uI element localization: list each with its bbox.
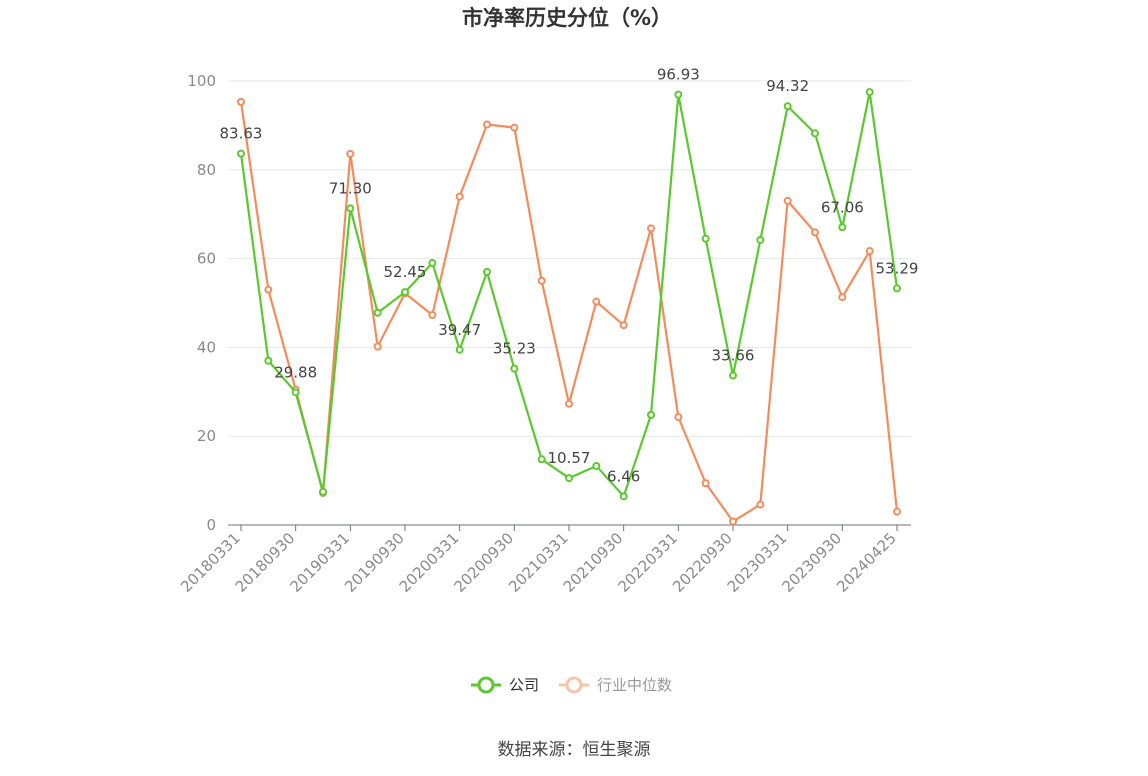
point-industry-9 [483,120,491,129]
data-label-company-22: 67.06 [821,198,864,216]
data-label-company-2: 29.88 [274,363,317,381]
y-tick-label-20: 20 [197,427,216,445]
data-label-company-16: 96.93 [657,66,700,84]
data-label-company-14: 6.46 [607,467,640,485]
y-tick-label-100: 100 [187,72,216,90]
legend-industry-label: 行业中位数 [597,676,672,694]
point-company-14 [619,492,628,501]
point-company-19 [756,235,765,244]
point-company-22 [838,223,847,232]
point-industry-17 [701,479,710,488]
point-company-11 [537,455,546,464]
y-tick-label-40: 40 [197,338,216,356]
point-company-1 [264,356,273,365]
y-tick-label-60: 60 [197,250,216,268]
point-company-3 [319,487,327,496]
point-industry-18 [729,517,737,526]
point-company-0 [237,149,245,158]
x-tick-label-12: 20240425 [833,529,900,596]
point-company-17 [701,234,710,243]
source-text: 数据来源：恒生聚源 [498,740,651,760]
point-industry-0 [237,97,245,106]
point-company-21 [811,129,819,138]
point-company-9 [483,267,491,276]
chart-title: 市净率历史分位（%） [462,6,672,30]
point-company-13 [592,461,601,470]
point-industry-12 [565,399,573,408]
data-label-company-20: 94.32 [766,77,809,95]
point-company-15 [647,410,655,419]
point-company-7 [428,259,437,268]
data-label-company-12: 10.57 [548,449,591,467]
point-industry-16 [674,413,683,422]
point-industry-13 [592,297,601,306]
point-industry-19 [756,500,765,509]
point-company-24 [893,284,901,293]
point-industry-8 [455,192,464,201]
x-axis: 2018033120180930201903312019093020200331… [177,524,911,596]
point-company-6 [401,288,409,297]
point-company-20 [783,102,792,111]
point-industry-7 [428,310,437,319]
point-industry-1 [264,285,273,294]
legend-item-company[interactable]: 公司 [471,676,539,694]
point-company-2 [291,388,300,397]
legend[interactable]: 公司 行业中位数 [471,676,672,694]
data-label-company-4: 71.30 [329,179,372,197]
point-industry-10 [510,123,519,132]
point-industry-14 [619,321,628,330]
point-industry-15 [647,224,655,233]
y-tick-label-80: 80 [197,161,216,179]
point-industry-24 [893,507,901,516]
grid-lines [228,80,911,437]
data-label-company-8: 39.47 [438,321,481,339]
series-layer [237,88,901,526]
point-company-18 [729,371,737,380]
point-company-5 [373,308,382,317]
data-label-company-18: 33.66 [712,347,755,365]
data-label-company-6: 52.45 [384,263,427,281]
data-label-company-10: 35.23 [493,340,536,358]
point-company-23 [865,88,874,97]
y-tick-label-0: 0 [206,516,216,534]
point-company-8 [455,345,464,354]
point-industry-20 [783,196,792,205]
data-label-company-24: 53.29 [876,259,919,277]
legend-company-label: 公司 [509,676,539,694]
point-industry-11 [537,276,546,285]
point-industry-23 [865,247,874,256]
point-company-10 [510,364,519,373]
legend-company-marker [477,676,495,694]
data-labels: 83.63 29.88 71.30 52.45 39.47 35.23 10.57 6.46 9… [220,66,919,486]
point-industry-22 [838,293,847,302]
point-company-12 [565,474,573,483]
point-industry-21 [811,228,819,237]
point-industry-5 [373,342,382,351]
data-label-company-0: 83.63 [220,125,263,143]
point-company-16 [674,90,683,99]
legend-industry-marker [565,676,583,694]
y-axis-ticks: 0 20 40 60 80 100 [187,72,216,534]
point-industry-4 [346,149,355,158]
legend-item-industry[interactable]: 行业中位数 [559,676,672,694]
point-company-4 [346,204,355,213]
